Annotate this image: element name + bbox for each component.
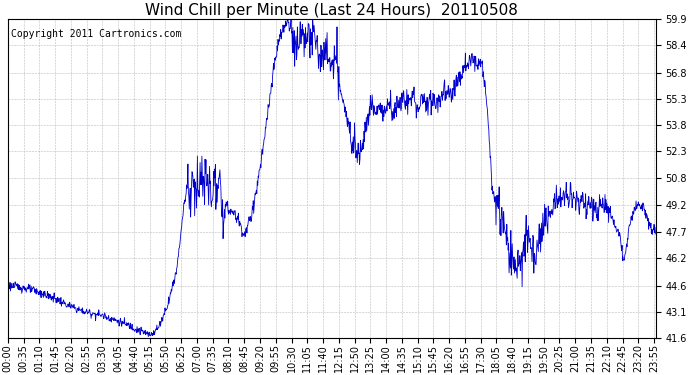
Title: Wind Chill per Minute (Last 24 Hours)  20110508: Wind Chill per Minute (Last 24 Hours) 20… [146, 3, 518, 18]
Text: Copyright 2011 Cartronics.com: Copyright 2011 Cartronics.com [11, 28, 181, 39]
